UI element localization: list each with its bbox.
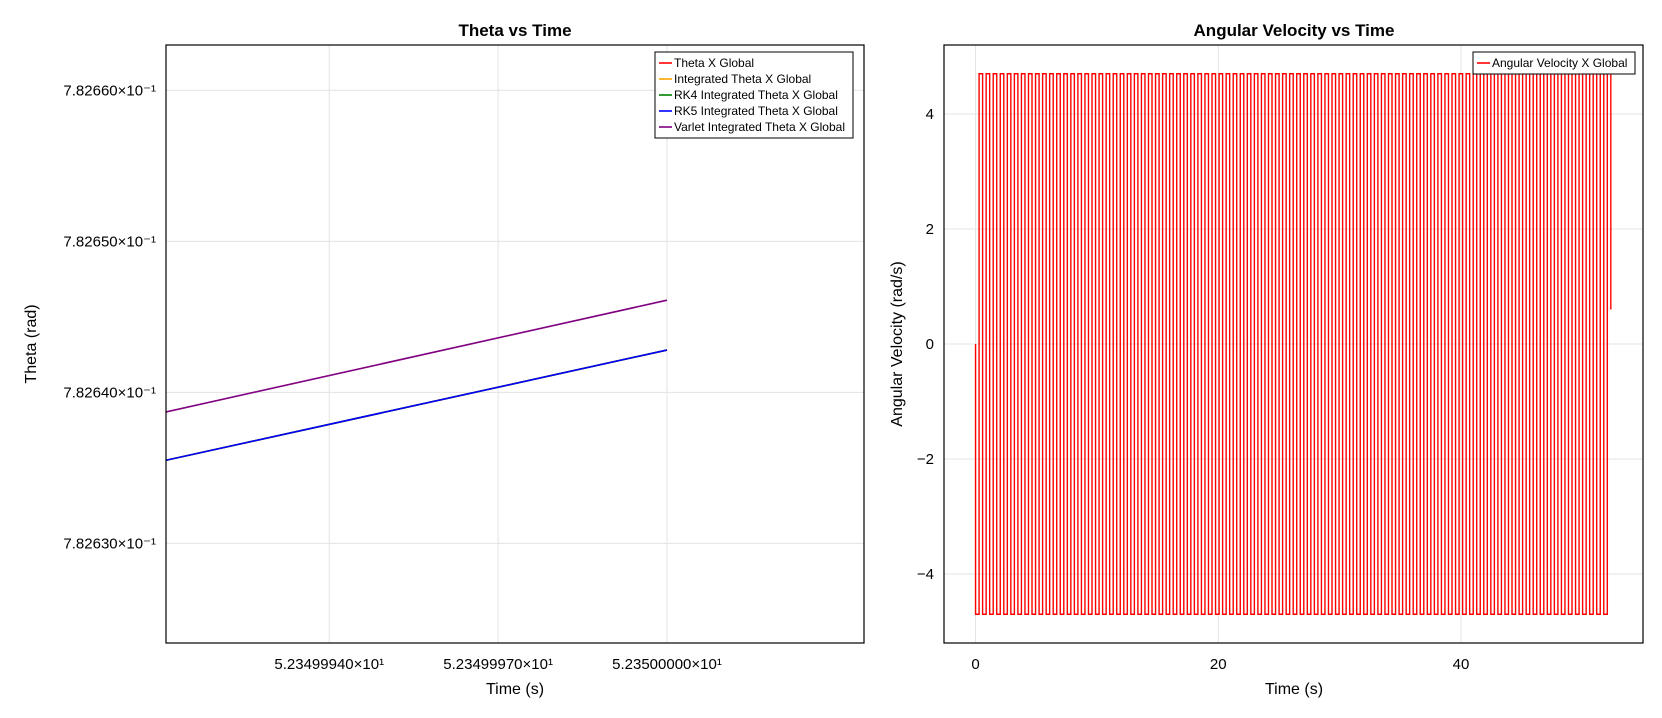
x-tick-label: 5.23499970×10¹ <box>443 656 553 673</box>
x-tick-label: 5.23499940×10¹ <box>274 656 384 673</box>
plot-area <box>943 44 1644 644</box>
y-ticks: 7.82630×10⁻¹ 7.82640×10⁻¹ 7.82650×10⁻¹ 7.82… <box>63 82 156 552</box>
series-line <box>974 73 1612 615</box>
plot-frame <box>165 44 865 644</box>
y-tick-label: 7.82660×10⁻¹ <box>63 82 156 99</box>
plot-clip <box>166 299 668 462</box>
x-ticks: 0 20 40 <box>971 656 1469 673</box>
theta-chart: Theta vs Time 5.23499940×10¹ 5.23499970×1… <box>23 21 865 698</box>
plot-area <box>165 44 865 644</box>
legend-label: Integrated Theta X Global <box>674 72 811 86</box>
y-tick-label: −4 <box>917 566 934 583</box>
x-axis-label: Time (s) <box>1265 681 1323 698</box>
legend: Theta X Global Integrated Theta X Global R… <box>654 51 854 139</box>
y-tick-label: 4 <box>926 106 934 123</box>
angular-velocity-chart: Angular Velocity vs Time 0 20 40 −4 −2 0 2 4 T… <box>889 21 1644 698</box>
chart-title: Angular Velocity vs Time <box>1194 21 1395 40</box>
legend-label: RK5 Integrated Theta X Global <box>674 104 838 118</box>
y-tick-label: 7.82650×10⁻¹ <box>63 233 156 250</box>
series-line <box>166 349 668 462</box>
y-axis-label: Theta (rad) <box>23 304 40 383</box>
series-group <box>166 299 668 462</box>
x-axis-label: Time (s) <box>486 681 544 698</box>
legend-label: Varlet Integrated Theta X Global <box>674 120 845 134</box>
x-tick-label: 40 <box>1453 656 1470 673</box>
plot-clip <box>974 73 1612 615</box>
y-tick-label: 7.82630×10⁻¹ <box>63 535 156 552</box>
x-tick-label: 0 <box>971 656 979 673</box>
legend: Angular Velocity X Global <box>1472 51 1636 75</box>
legend-box <box>654 51 854 139</box>
y-tick-label: −2 <box>917 451 934 468</box>
y-ticks: −4 −2 0 2 4 <box>917 106 934 583</box>
series-line <box>166 299 668 413</box>
y-tick-label: 0 <box>926 336 934 353</box>
legend-label: RK4 Integrated Theta X Global <box>674 88 838 102</box>
y-axis-label: Angular Velocity (rad/s) <box>889 261 906 426</box>
y-tick-label: 7.82640×10⁻¹ <box>63 384 156 401</box>
legend-label: Theta X Global <box>674 56 754 70</box>
x-tick-label: 20 <box>1210 656 1227 673</box>
series-group <box>974 73 1612 615</box>
plot-frame <box>943 44 1644 644</box>
y-tick-label: 2 <box>926 221 934 238</box>
chart-title: Theta vs Time <box>458 21 571 40</box>
legend-label: Angular Velocity X Global <box>1492 56 1627 70</box>
x-ticks: 5.23499940×10¹ 5.23499970×10¹ 5.23500000×1… <box>274 656 721 673</box>
legend-box <box>1472 51 1636 75</box>
x-tick-label: 5.23500000×10¹ <box>612 656 722 673</box>
